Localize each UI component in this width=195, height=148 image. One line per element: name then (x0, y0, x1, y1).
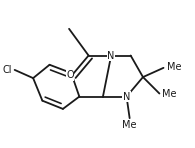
Text: Me: Me (167, 62, 181, 72)
Text: Me: Me (122, 120, 137, 130)
Text: Cl: Cl (3, 65, 12, 75)
Text: N: N (123, 92, 130, 102)
Text: Me: Me (162, 89, 177, 99)
Text: N: N (107, 50, 115, 61)
Text: O: O (66, 70, 74, 80)
